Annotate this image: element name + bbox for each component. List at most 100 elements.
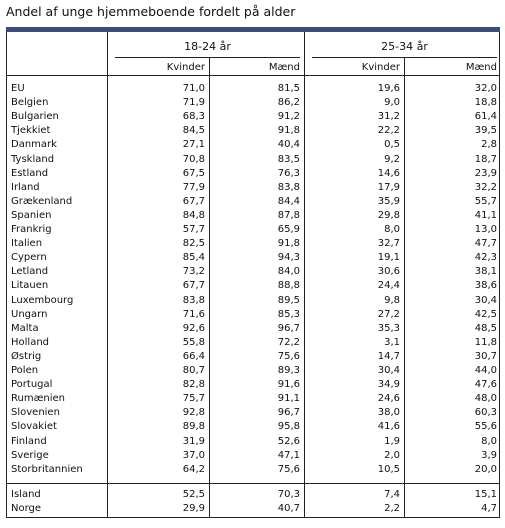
table-cell: 24,6 — [377, 393, 400, 405]
table-cell: 85,3 — [277, 308, 300, 320]
group-header-25-34: 25-34 år — [381, 40, 428, 53]
table-cell: 11,8 — [474, 336, 497, 348]
country-label: EU — [11, 83, 25, 94]
country-label: Storbritannien — [11, 463, 83, 475]
table-cell: 32,0 — [474, 83, 497, 94]
column-header-kvinder: Kvinder — [361, 62, 400, 73]
table-row: Rumænien 75,7 91,1 24,6 48,0 — [7, 392, 498, 406]
table-cell: 17,9 — [377, 181, 400, 193]
table-cell: 27,1 — [182, 139, 205, 151]
table-row: Bulgarien 68,3 91,2 31,2 61,4 — [7, 110, 498, 124]
table-cell: 27,2 — [377, 308, 400, 320]
table-cell: 84,0 — [277, 266, 300, 278]
table-frame — [6, 32, 500, 518]
country-label: Sverige — [11, 449, 49, 461]
table-cell: 30,7 — [474, 350, 497, 362]
table-cell: 55,7 — [474, 195, 497, 207]
table-cell: 80,7 — [182, 365, 205, 376]
table-cell: 68,3 — [182, 111, 205, 123]
column-divider — [107, 32, 108, 517]
table-cell: 19,1 — [377, 252, 400, 264]
table-cell: 35,9 — [377, 195, 400, 207]
table-cell: 91,6 — [277, 379, 300, 391]
column-divider — [404, 57, 405, 517]
table-cell: 2,8 — [481, 139, 497, 151]
table-cell: 71,0 — [182, 83, 205, 94]
table-row: Ungarn 71,6 85,3 27,2 42,5 — [7, 308, 498, 322]
table-cell: 38,6 — [474, 280, 497, 292]
country-label: Grækenland — [11, 195, 73, 207]
table-cell: 87,8 — [277, 209, 300, 221]
table-cell: 32,7 — [377, 238, 400, 250]
table-cell: 2,2 — [384, 503, 400, 515]
table-cell: 15,1 — [474, 489, 497, 500]
table-row: Island 52,5 70,3 7,4 15,1 — [7, 488, 498, 502]
table-cell: 82,8 — [182, 379, 205, 391]
header-rule — [6, 75, 500, 76]
table-cell: 76,3 — [277, 167, 300, 179]
table-cell: 89,8 — [182, 421, 205, 433]
table-row: Slovenien 92,8 96,7 38,0 60,3 — [7, 406, 498, 420]
country-label: Belgien — [11, 97, 49, 109]
table-row: Litauen 67,7 88,8 24,4 38,6 — [7, 279, 498, 293]
country-label: Tjekkiet — [11, 125, 51, 137]
table-cell: 84,5 — [182, 125, 205, 137]
table-cell: 14,7 — [377, 350, 400, 362]
table-cell: 37,0 — [182, 449, 205, 461]
country-label: Slovenien — [11, 407, 60, 419]
country-label: Irland — [11, 181, 40, 193]
table-cell: 91,8 — [277, 238, 300, 250]
group-header-18-24: 18-24 år — [184, 40, 231, 53]
table-row: Estland 67,5 76,3 14,6 23,9 — [7, 167, 498, 181]
table-cell: 40,4 — [277, 139, 300, 151]
table-cell: 0,5 — [384, 139, 400, 151]
country-label: Finland — [11, 435, 47, 447]
table-cell: 31,2 — [377, 111, 400, 123]
table-cell: 20,0 — [474, 463, 497, 475]
table-cell: 94,3 — [277, 252, 300, 264]
table-row: Grækenland 67,7 84,4 35,9 55,7 — [7, 195, 498, 209]
table-cell: 29,9 — [182, 503, 205, 515]
table-cell: 23,9 — [474, 167, 497, 179]
table-cell: 96,7 — [277, 322, 300, 334]
country-label: Polen — [11, 365, 39, 376]
table-cell: 29,8 — [377, 209, 400, 221]
table-cell: 83,8 — [182, 294, 205, 306]
section-rule — [6, 483, 500, 484]
country-label: Holland — [11, 336, 50, 348]
country-label: Cypern — [11, 252, 47, 264]
table-cell: 30,4 — [474, 294, 497, 306]
country-label: Litauen — [11, 280, 49, 292]
country-label: Frankrig — [11, 224, 52, 235]
table-cell: 1,9 — [384, 435, 400, 447]
table-row: Portugal 82,8 91,6 34,9 47,6 — [7, 378, 498, 392]
table-cell: 65,9 — [277, 224, 300, 235]
table-cell: 67,5 — [182, 167, 205, 179]
country-label: Island — [11, 489, 41, 500]
country-label: Tyskland — [11, 153, 55, 165]
table-cell: 47,7 — [474, 238, 497, 250]
table-cell: 61,4 — [474, 111, 497, 123]
page-title: Andel af unge hjemmeboende fordelt på al… — [6, 4, 296, 19]
table-cell: 67,7 — [182, 280, 205, 292]
table-cell: 14,6 — [377, 167, 400, 179]
table-row: Tjekkiet 84,5 91,8 22,2 39,5 — [7, 124, 498, 138]
country-label: Portugal — [11, 379, 53, 391]
table-cell: 30,6 — [377, 266, 400, 278]
table-cell: 22,2 — [377, 125, 400, 137]
table-row: Belgien 71,9 86,2 9,0 18,8 — [7, 96, 498, 110]
table-row: Frankrig 57,7 65,9 8,0 13,0 — [7, 223, 498, 237]
table-cell: 57,7 — [182, 224, 205, 235]
table-cell: 41,6 — [377, 421, 400, 433]
table-row: Østrig 66,4 75,6 14,7 30,7 — [7, 350, 498, 364]
header-bar — [6, 27, 500, 32]
table-row: Italien 82,5 91,8 32,7 47,7 — [7, 237, 498, 251]
table-row: Sverige 37,0 47,1 2,0 3,9 — [7, 449, 498, 463]
country-label: Ungarn — [11, 308, 48, 320]
table-cell: 91,1 — [277, 393, 300, 405]
table-cell: 92,6 — [182, 322, 205, 334]
country-label: Luxembourg — [11, 294, 74, 306]
table-cell: 24,4 — [377, 280, 400, 292]
table-row: Tyskland 70,8 83,5 9,2 18,7 — [7, 153, 498, 167]
table-row: Luxembourg 83,8 89,5 9,8 30,4 — [7, 294, 498, 308]
